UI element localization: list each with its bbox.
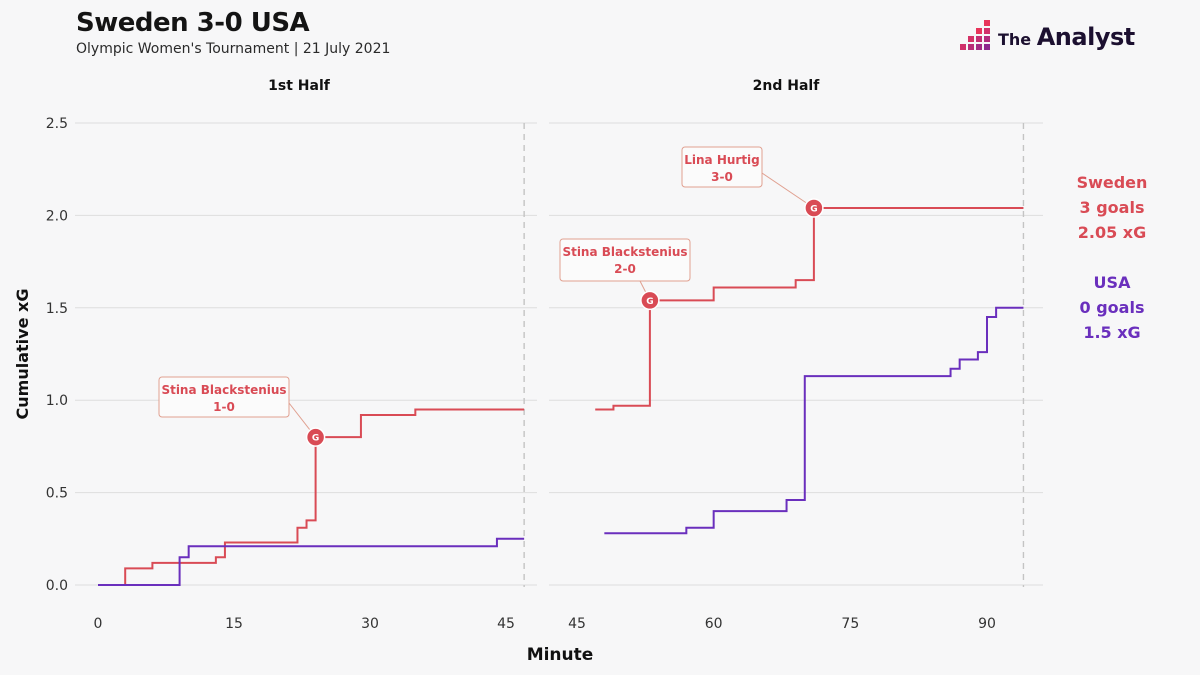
- usa-xg-label: 1.5 xG: [1083, 323, 1141, 342]
- goal-marker-label: G: [646, 297, 653, 307]
- y-tick-label: 0.0: [46, 578, 68, 594]
- x-tick-label: 0: [94, 616, 103, 632]
- goal-callout-box: [158, 376, 290, 418]
- goal-marker-label: G: [312, 434, 319, 444]
- goal-scorer-label: Stina Blackstenius: [161, 383, 286, 397]
- sweden-team-label: Sweden: [1076, 173, 1148, 192]
- goal-marker: [640, 290, 660, 311]
- y-tick-label: 2.0: [46, 208, 68, 224]
- goal-marker-label: G: [810, 205, 817, 215]
- analyst-logo-icon: [960, 20, 990, 50]
- sweden-goals-label: 3 goals: [1079, 198, 1145, 217]
- brand-name: The Analyst: [998, 23, 1135, 51]
- usa-xg-line: [98, 537, 525, 586]
- x-axis-label: Minute: [527, 645, 594, 665]
- goal-marker: [804, 198, 824, 218]
- sweden-summary: Sweden 3 goals 2.05 xG: [1052, 170, 1172, 245]
- usa-summary: USA 0 goals 1.5 xG: [1052, 270, 1172, 345]
- goal-score-label: 3-0: [711, 170, 733, 184]
- y-tick-label: 1.0: [46, 393, 68, 409]
- goal-marker: [305, 427, 326, 447]
- chart-subtitle: Olympic Women's Tournament | 21 July 202…: [76, 41, 391, 57]
- x-tick-label: 90: [978, 616, 996, 632]
- y-tick-label: 2.5: [46, 116, 68, 132]
- x-tick-label: 75: [841, 616, 859, 632]
- chart-title: Sweden 3-0 USA: [76, 8, 310, 38]
- x-tick-label: 45: [497, 616, 515, 632]
- sweden-xg-line: [98, 408, 525, 586]
- x-tick-label: 30: [361, 616, 379, 632]
- usa-goals-label: 0 goals: [1079, 298, 1145, 317]
- brand-logo: The Analyst: [958, 20, 1135, 54]
- brand-the: The: [998, 30, 1032, 49]
- goal-callout-box: [681, 146, 763, 188]
- x-tick-label: 15: [225, 616, 243, 632]
- goal-callout-connector: [761, 172, 815, 209]
- goal-score-label: 2-0: [614, 262, 636, 276]
- usa-team-label: USA: [1093, 273, 1131, 292]
- goal-callout-box: [559, 238, 691, 282]
- goal-scorer-label: Stina Blackstenius: [562, 245, 687, 259]
- x-tick-label: 60: [705, 616, 723, 632]
- panel-title: 1st Half: [268, 78, 331, 94]
- y-tick-label: 1.5: [46, 301, 68, 317]
- x-tick-label: 45: [568, 616, 586, 632]
- sweden-xg-label: 2.05 xG: [1077, 223, 1147, 242]
- y-tick-label: 0.5: [46, 486, 68, 502]
- sweden-xg-line: [595, 207, 1024, 411]
- goal-scorer-label: Lina Hurtig: [684, 153, 760, 167]
- panel-title: 2nd Half: [753, 78, 821, 94]
- brand-analyst: Analyst: [1036, 23, 1135, 51]
- y-axis-label: Cumulative xG: [13, 289, 32, 420]
- goal-score-label: 1-0: [213, 400, 235, 414]
- usa-xg-line: [604, 306, 1024, 535]
